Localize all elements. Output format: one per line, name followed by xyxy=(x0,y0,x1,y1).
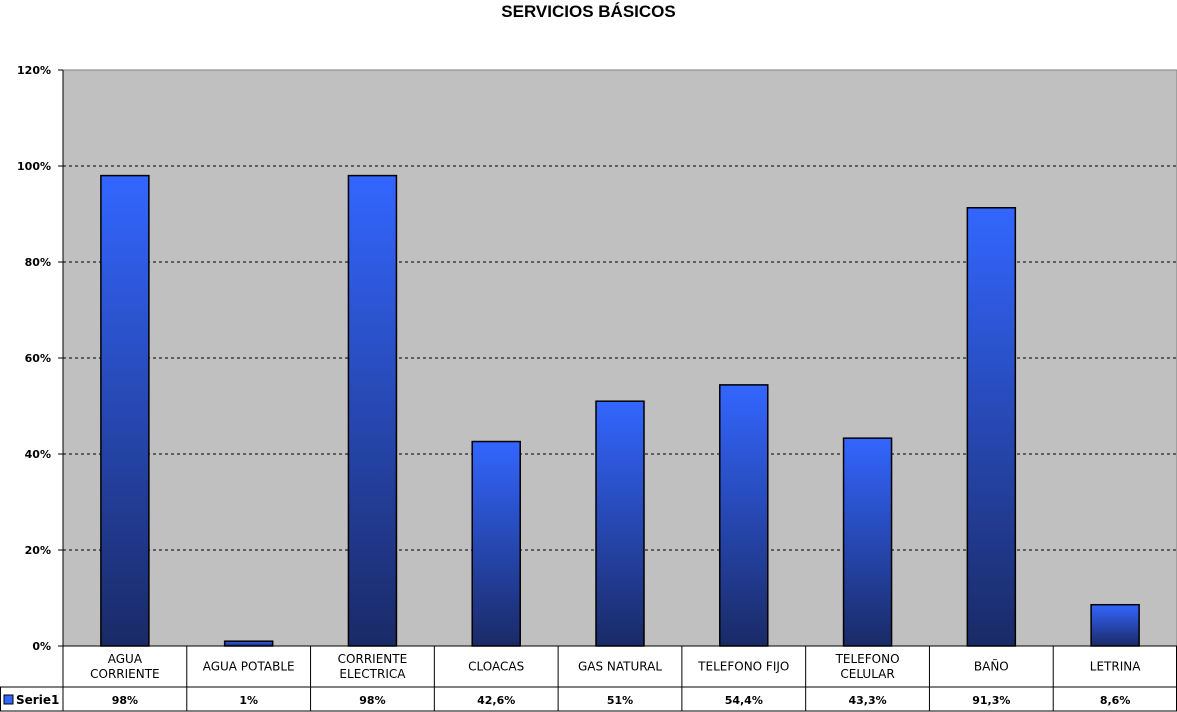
y-tick-label: 20% xyxy=(25,544,51,557)
x-tick-label: AGUA POTABLE xyxy=(203,660,295,674)
data-label: 54,4% xyxy=(725,694,763,707)
data-label: 43,3% xyxy=(848,694,886,707)
bar xyxy=(966,207,1017,647)
bar xyxy=(595,400,645,647)
data-label: 8,6% xyxy=(1100,694,1131,707)
x-tick-label: LETRINA xyxy=(1090,660,1141,674)
x-tick-label: CELULAR xyxy=(840,667,894,681)
bar xyxy=(347,174,398,647)
x-tick-label: CLOACAS xyxy=(468,660,524,674)
x-tick-label: ELECTRICA xyxy=(339,667,406,681)
data-label: 98% xyxy=(112,694,138,707)
data-label: 51% xyxy=(607,694,633,707)
bar xyxy=(1090,603,1140,647)
bar xyxy=(719,384,769,647)
y-tick-label: 60% xyxy=(25,352,51,365)
bar xyxy=(842,437,893,647)
x-tick-label: TELEFONO xyxy=(835,652,900,666)
bar xyxy=(223,640,274,647)
legend-swatch xyxy=(3,694,14,705)
x-tick-label: TELEFONO FIJO xyxy=(697,660,789,674)
data-label: 1% xyxy=(239,694,258,707)
y-tick-label: 40% xyxy=(25,448,51,461)
y-tick-label: 80% xyxy=(25,256,51,269)
x-tick-label: CORRIENTE xyxy=(90,667,160,681)
data-label: 98% xyxy=(359,694,385,707)
y-tick-label: 100% xyxy=(17,160,51,173)
x-tick-label: AGUA xyxy=(108,652,143,666)
y-tick-label: 0% xyxy=(32,640,51,653)
x-tick-label: CORRIENTE xyxy=(338,652,408,666)
bar xyxy=(471,440,521,647)
chart-title: SERVICIOS BÁSICOS xyxy=(501,2,676,21)
x-tick-label: BAÑO xyxy=(974,659,1009,674)
data-label: 91,3% xyxy=(972,694,1010,707)
y-tick-label: 120% xyxy=(17,64,51,77)
data-label: 42,6% xyxy=(477,694,515,707)
bar xyxy=(100,174,150,647)
legend-label: Serie1 xyxy=(16,693,59,707)
x-tick-label: GAS NATURAL xyxy=(578,660,662,674)
